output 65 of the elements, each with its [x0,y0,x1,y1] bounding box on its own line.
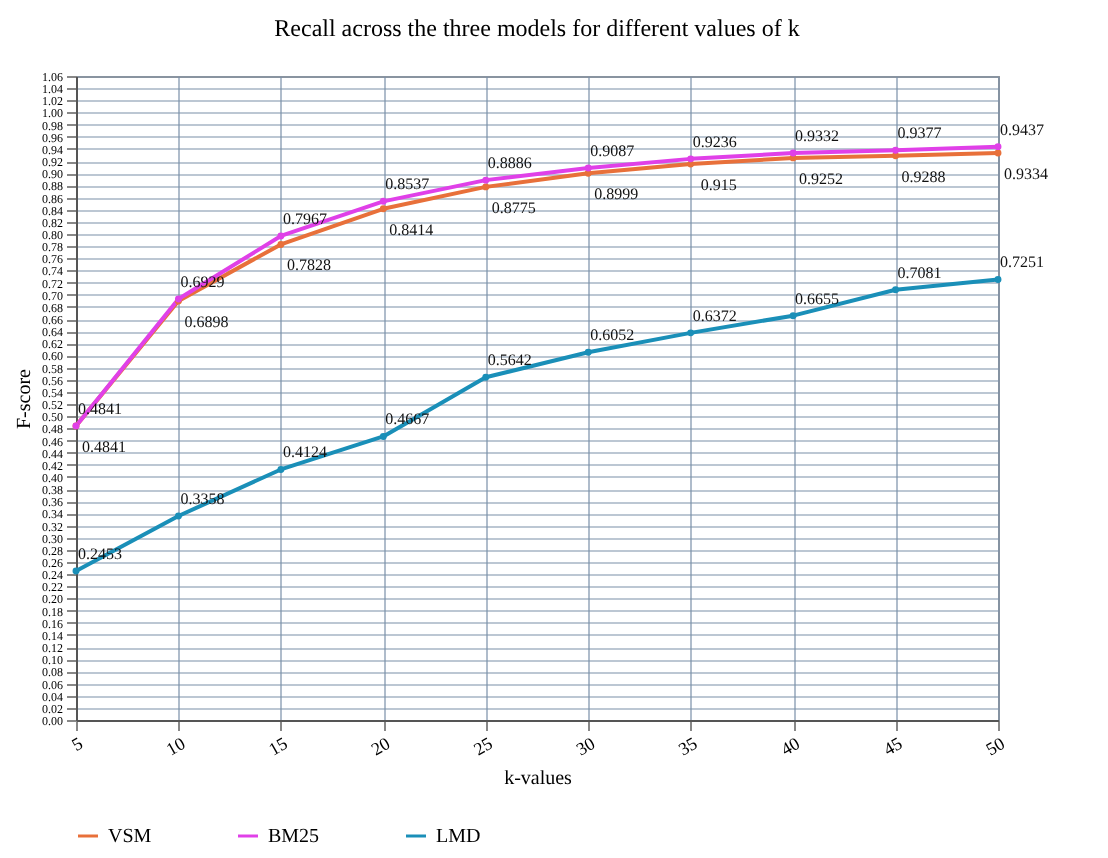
x-tick-label: 45 [879,732,907,760]
point [277,232,285,240]
data-label: 0.8537 [385,175,430,194]
data-label: 0.9334 [1004,164,1048,183]
data-label: 0.9087 [590,141,635,160]
data-label: 0.8775 [491,198,536,217]
data-label: 0.8414 [389,220,434,239]
data-label: 0.7251 [1000,253,1044,272]
point [892,146,900,154]
x-tick-label: 15 [265,732,292,760]
data-label: 0.7967 [282,209,327,228]
point [789,312,797,320]
legend-label: VSM [108,826,152,848]
data-label: 0.6372 [692,306,737,325]
x-axis-title: k-values [504,767,573,790]
point [277,465,285,473]
data-label: 0.9252 [799,169,844,188]
legend-label: LMD [436,826,481,848]
legend-label: BM25 [268,826,320,848]
point [789,149,797,157]
x-tick-label: 30 [572,732,600,760]
data-label: 0.6655 [795,289,840,308]
data-label: 0.8886 [487,154,532,173]
data-label: 0.915 [700,176,737,195]
data-label: 0.9377 [897,124,942,143]
data-label: 0.9236 [692,132,737,151]
data-label: 0.6052 [590,326,635,345]
point [892,286,900,294]
point [174,512,182,520]
x-tick-label: 20 [367,732,395,760]
data-label: 0.5642 [487,351,532,370]
point [994,276,1002,283]
data-label: 0.4841 [82,437,126,456]
data-label: 0.9288 [901,167,946,186]
y-axis-title: F-score [14,367,36,429]
data-label: 0.8999 [594,185,639,204]
point [687,329,695,337]
x-tick-label: 35 [675,732,702,760]
point [379,197,387,205]
point [482,373,490,381]
chart-title: Recall across the three models for different values of k [274,14,800,42]
x-tick-label: 5 [68,732,87,756]
data-label: 0.9437 [1000,120,1044,139]
point [994,143,1002,151]
point [277,240,285,248]
data-label: 0.6898 [184,312,229,331]
x-tick-label: 50 [982,732,1009,760]
x-tick-label: 40 [777,732,804,760]
point [584,169,592,177]
point [482,183,490,191]
point [482,176,490,184]
point [892,152,900,160]
x-tick-label: 10 [162,732,190,760]
point [584,348,592,356]
data-label: 0.9332 [795,127,840,146]
data-label: 0.7081 [897,263,942,282]
point [72,567,80,575]
point [379,433,387,440]
data-label: 0.7828 [286,256,331,275]
point [584,164,592,172]
point [379,205,387,213]
data-label: 0.4124 [282,443,327,462]
point [687,155,695,163]
x-tick-label: 25 [470,732,497,760]
point [994,149,1002,157]
